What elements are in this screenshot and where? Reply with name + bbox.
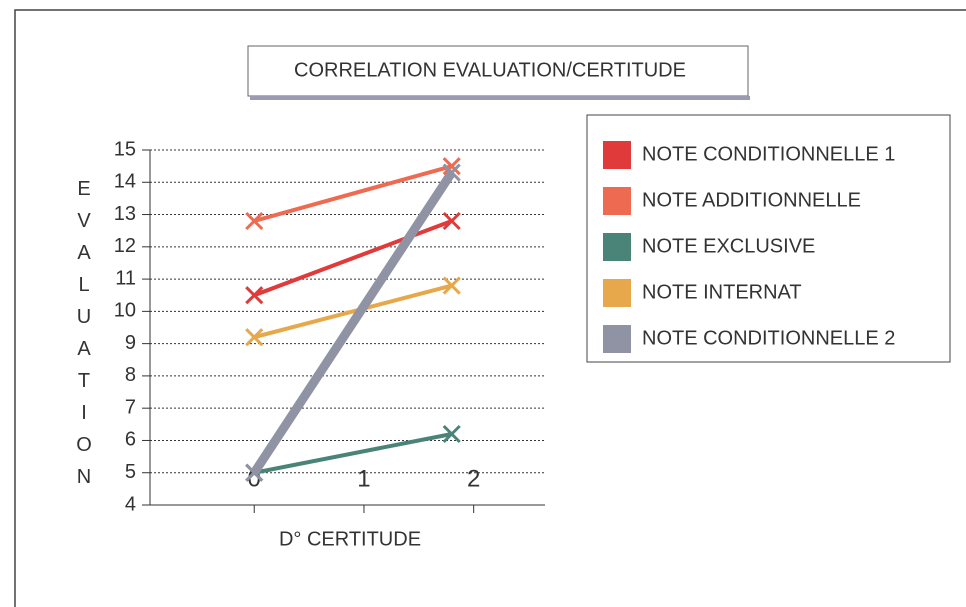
point-marker	[245, 286, 264, 305]
series-line	[250, 170, 456, 476]
y-tick-label: 12	[114, 235, 136, 257]
point-marker	[442, 276, 461, 295]
point-marker	[442, 211, 461, 231]
y-tick-label: 5	[125, 461, 136, 483]
y-tick-label: 9	[125, 332, 136, 354]
x-axis-label: D° CERTITUDE	[279, 528, 421, 550]
point-marker	[245, 211, 264, 231]
y-tick-label: 7	[125, 396, 136, 418]
x-tick-label: 1	[357, 465, 370, 492]
point-marker	[442, 163, 461, 182]
legend-label: NOTE INTERNAT	[642, 281, 802, 303]
series-line	[253, 432, 453, 475]
point-marker	[442, 424, 461, 444]
legend-label: NOTE CONDITIONNELLE 1	[642, 143, 895, 165]
legend-swatch	[603, 233, 631, 261]
legend-label: NOTE CONDITIONNELLE 2	[642, 327, 895, 349]
legend-box	[586, 114, 951, 363]
legend-swatch	[603, 187, 631, 215]
series-line	[253, 219, 453, 298]
x-tick-label: 2	[467, 465, 480, 492]
point-marker	[442, 157, 461, 176]
y-tick-label: 10	[114, 300, 136, 322]
y-tick-label: 11	[115, 267, 136, 289]
y-tick-label: 13	[114, 203, 136, 225]
series-line	[253, 164, 453, 223]
y-tick-label: 15	[114, 138, 136, 160]
chart-title: CORRELATION EVALUATION/CERTITUDE	[294, 59, 686, 81]
legend-swatch	[603, 325, 631, 353]
legend-label: NOTE EXCLUSIVE	[642, 235, 815, 257]
point-marker	[245, 463, 264, 482]
y-tick-label: 6	[125, 429, 136, 451]
frame	[14, 9, 966, 607]
legend-label: NOTE ADDITIONNELLE	[642, 189, 861, 211]
point-marker	[245, 328, 264, 347]
legend-swatch	[603, 141, 631, 169]
y-tick-label: 4	[125, 493, 136, 515]
legend-swatch	[603, 279, 631, 307]
series-line	[253, 283, 453, 340]
y-tick-label: 14	[114, 171, 136, 193]
y-axis-label: EVALUATION	[73, 178, 95, 498]
y-tick-label: 8	[125, 364, 136, 386]
